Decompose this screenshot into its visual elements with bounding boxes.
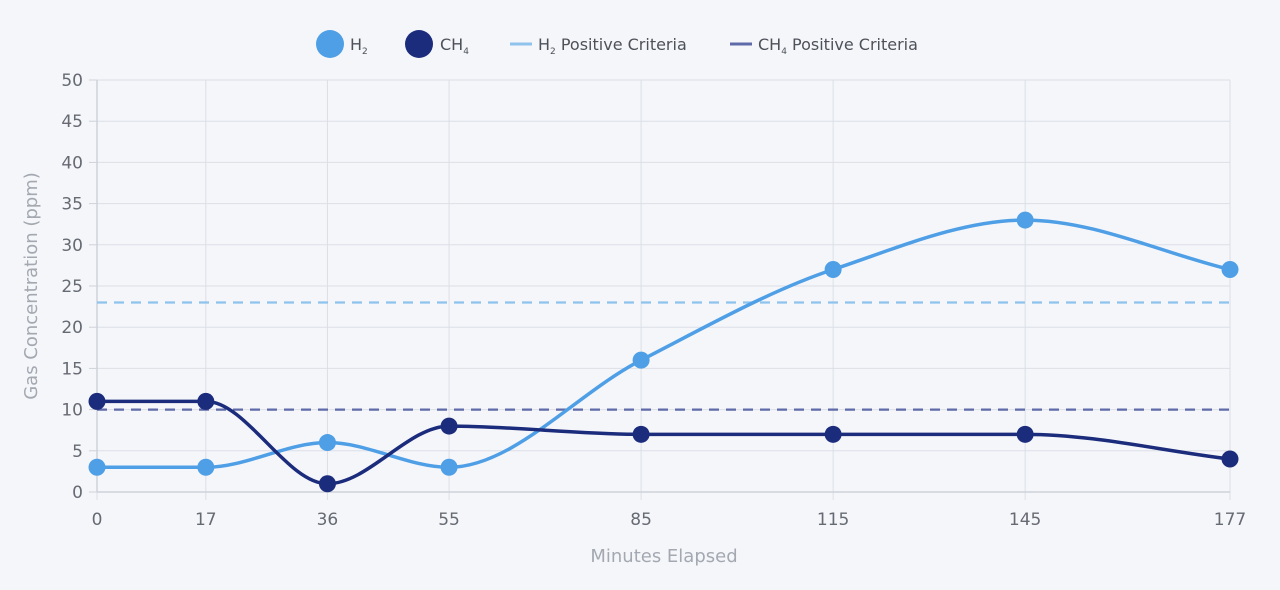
h2-data-point[interactable] <box>1016 211 1034 229</box>
legend-label-h2: H2 <box>350 35 368 57</box>
x-tick-label: 0 <box>92 510 103 530</box>
y-tick-label: 5 <box>72 442 83 462</box>
x-tick-label: 115 <box>817 510 849 530</box>
legend: H2 CH4 H2 Positive Criteria CH4 Positive… <box>316 30 918 58</box>
x-tick-label: 36 <box>317 510 339 530</box>
ch4-data-point[interactable] <box>632 425 650 443</box>
series-lines <box>95 218 1232 486</box>
h2-series-line <box>95 218 1232 470</box>
h2-data-point[interactable] <box>197 458 215 476</box>
legend-label-ch4: CH4 <box>440 35 469 57</box>
h2-data-point[interactable] <box>632 351 650 369</box>
ch4-data-point[interactable] <box>824 425 842 443</box>
legend-item-ch4-criteria[interactable]: CH4 Positive Criteria <box>730 35 918 57</box>
y-tick-label: 15 <box>61 359 83 379</box>
y-axis-title: Gas Concentration (ppm) <box>21 172 42 400</box>
x-tick-label: 17 <box>195 510 217 530</box>
y-tick-label: 45 <box>61 112 83 132</box>
h2-data-point[interactable] <box>824 261 842 279</box>
x-tick-label: 145 <box>1009 510 1041 530</box>
ch4-data-point[interactable] <box>318 475 336 493</box>
y-tick-label: 50 <box>61 71 83 91</box>
y-tick-label: 30 <box>61 236 83 256</box>
h2-data-point[interactable] <box>440 458 458 476</box>
ch4-data-point[interactable] <box>1221 450 1239 468</box>
legend-item-h2[interactable]: H2 <box>316 30 368 58</box>
h2-data-point[interactable] <box>318 434 336 452</box>
legend-item-ch4[interactable]: CH4 <box>405 30 469 58</box>
y-tick-label: 20 <box>61 318 83 338</box>
legend-marker-ch4 <box>405 30 433 58</box>
ch4-data-point[interactable] <box>440 417 458 435</box>
y-tick-label: 25 <box>61 277 83 297</box>
y-tick-label: 10 <box>61 401 83 421</box>
x-tick-label: 55 <box>438 510 460 530</box>
reference-lines <box>97 301 1230 411</box>
h2-data-point[interactable] <box>1221 261 1239 279</box>
ch4-data-point[interactable] <box>197 392 215 410</box>
data-points <box>88 211 1239 493</box>
legend-label-ch4-criteria: CH4 Positive Criteria <box>758 35 918 57</box>
legend-label-h2-criteria: H2 Positive Criteria <box>538 35 687 57</box>
legend-marker-h2 <box>316 30 344 58</box>
x-tick-label: 177 <box>1214 510 1246 530</box>
ch4-series-line <box>95 399 1232 486</box>
ch4-data-point[interactable] <box>88 392 106 410</box>
ch4-data-point[interactable] <box>1016 425 1034 443</box>
tick-labels: 0 5 10 15 20 25 30 35 40 45 50 0 17 36 55 85 115 145 177 <box>61 71 1246 530</box>
y-tick-label: 40 <box>61 153 83 173</box>
x-axis-title: Minutes Elapsed <box>590 546 737 567</box>
y-tick-label: 35 <box>61 195 83 215</box>
x-tick-label: 85 <box>630 510 652 530</box>
h2-data-point[interactable] <box>88 458 106 476</box>
y-tick-label: 0 <box>72 483 83 503</box>
legend-item-h2-criteria[interactable]: H2 Positive Criteria <box>510 35 687 57</box>
